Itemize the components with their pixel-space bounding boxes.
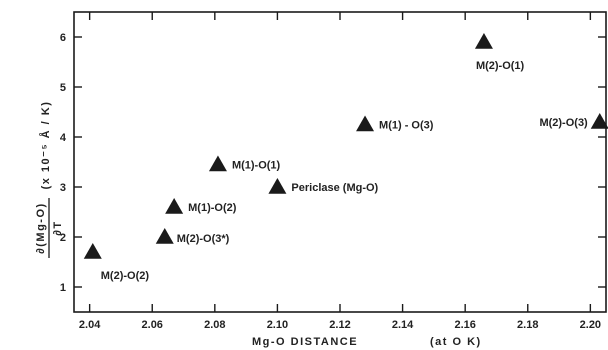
x-tick-label: 2.12	[329, 319, 350, 331]
y-axis-label-numerator: ∂(Mg-O)	[35, 202, 47, 253]
y-tick-label: 2	[60, 232, 66, 244]
x-tick-label: 2.16	[454, 319, 475, 331]
x-tick-label: 2.06	[142, 319, 163, 331]
data-point-label: M(1)-O(2)	[188, 202, 237, 214]
data-point-label: M(1) - O(3)	[379, 120, 434, 132]
y-axis-label-denominator: ∂T	[52, 220, 64, 235]
x-tick-label: 2.20	[580, 319, 601, 331]
y-axis-ticks: 1 2 3 4 5 6	[60, 32, 606, 294]
data-point-marker	[474, 33, 493, 49]
x-tick-label: 2.10	[267, 319, 288, 331]
data-point-marker	[590, 113, 608, 129]
y-tick-label: 1	[60, 282, 66, 294]
x-axis-label-suffix: (at O K)	[430, 336, 482, 348]
data-point-label: Periclase (Mg-O)	[291, 182, 378, 194]
x-tick-label: 2.08	[204, 319, 225, 331]
data-point-marker	[208, 155, 227, 172]
data-point-marker	[83, 243, 102, 259]
plot-frame	[73, 11, 607, 313]
data-point-label: M(2)-O(3)	[539, 117, 588, 129]
data-point-label: M(2)-O(3*)	[177, 233, 230, 245]
data-point-label: M(2)-O(1)	[476, 60, 525, 72]
y-tick-label: 5	[60, 82, 66, 94]
data-point-label: M(1)-O(1)	[232, 160, 281, 172]
data-point-marker	[268, 178, 287, 194]
y-axis-label: ∂(Mg-O) ∂T (x 10⁻⁵ Å / K)	[35, 101, 64, 258]
x-axis-label: Mg-O DISTANCE	[252, 336, 358, 348]
data-point-label: M(2)-O(2)	[101, 270, 150, 282]
y-axis-label-units: (x 10⁻⁵ Å / K)	[39, 101, 52, 190]
data-point-marker	[155, 228, 174, 244]
data-point-marker	[356, 115, 375, 132]
x-axis-ticks: 2.04 2.06 2.08 2.10 2.12 2.14 2.16 2.18 2.20	[79, 12, 601, 331]
y-tick-label: 6	[60, 32, 66, 44]
data-point-marker	[165, 198, 184, 214]
x-tick-label: 2.04	[79, 319, 101, 331]
data-points: M(2)-O(2) M(2)-O(3*) M(1)-O(2) M(1)-O(1) Per…	[83, 33, 608, 282]
x-tick-label: 2.18	[517, 319, 538, 331]
y-tick-label: 3	[60, 182, 66, 194]
y-tick-label: 4	[60, 132, 67, 144]
x-tick-label: 2.14	[392, 319, 414, 331]
